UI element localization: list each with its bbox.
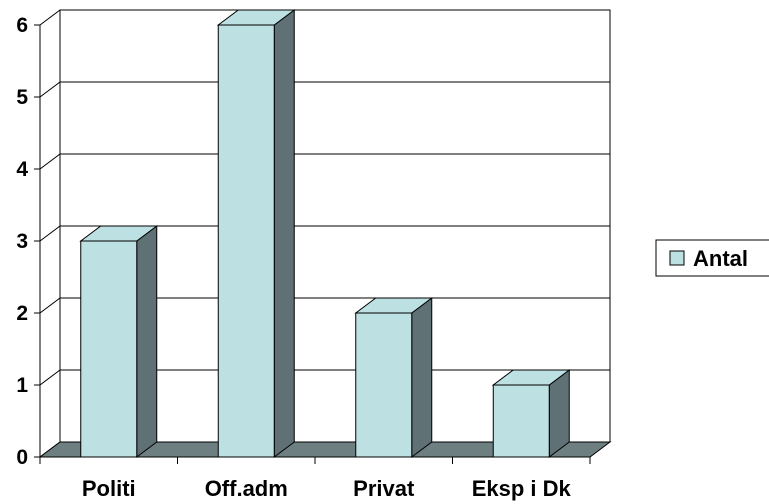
- legend-swatch: [669, 250, 685, 266]
- legend: Antal: [655, 239, 769, 277]
- bar-side-privat: [411, 297, 433, 458]
- y-tick-labels: 0 1 2 3 4 5 6: [16, 14, 28, 469]
- bar-front-off-adm: [217, 24, 275, 458]
- left-wall-line-2: [39, 297, 61, 314]
- x-tick-label-eksp-i-dk: Eksp i Dk: [472, 476, 572, 501]
- x-tick-labels: Politi Off.adm Privat Eksp i Dk: [82, 476, 572, 501]
- left-wall-line-6: [39, 9, 61, 26]
- chart-left-wall: [39, 9, 61, 458]
- x-tick-label-off-adm: Off.adm: [205, 476, 288, 501]
- y-axis: [34, 24, 41, 458]
- bar-front-politi: [80, 240, 138, 458]
- bar-side-politi: [136, 225, 158, 458]
- bar-politi: [79, 225, 159, 458]
- bar-side-off-adm: [273, 9, 295, 458]
- y-tick-label-0: 0: [16, 446, 28, 469]
- x-axis: [39, 456, 591, 464]
- y-tick-label-6: 6: [16, 14, 28, 37]
- bars: [79, 9, 571, 458]
- y-tick-label-2: 2: [16, 302, 28, 325]
- left-wall-line-5: [39, 81, 61, 98]
- x-tick-label-politi: Politi: [82, 476, 136, 501]
- x-tick-label-privat: Privat: [353, 476, 415, 501]
- left-wall-line-4: [39, 153, 61, 170]
- bar-eksp-i-dk: [491, 369, 571, 458]
- y-tick-label-4: 4: [16, 158, 28, 181]
- left-wall-line-1: [39, 369, 61, 386]
- y-tick-label-5: 5: [16, 86, 28, 109]
- bar-front-privat: [355, 312, 413, 458]
- bar-privat: [354, 297, 434, 458]
- bar-front-eksp-i-dk: [492, 384, 550, 458]
- y-tick-label-1: 1: [16, 374, 28, 397]
- y-tick-label-3: 3: [16, 230, 28, 253]
- legend-label-antal: Antal: [693, 246, 748, 271]
- left-wall-line-3: [39, 225, 61, 242]
- bar-off-adm: [216, 9, 296, 458]
